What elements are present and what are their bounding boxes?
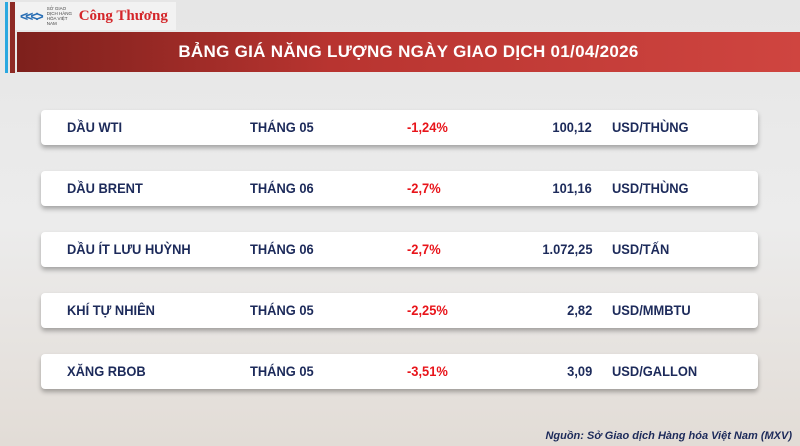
accent-bar-blue [5,2,8,73]
price-value: 3,09 [566,363,592,379]
price-value: 2,82 [566,302,592,318]
accent-bar-red [10,2,15,73]
mxv-logo-icon: <<<> [20,8,44,24]
mxv-logo-text: SỞ GIAO DỊCH HÀNG HÓA VIỆT NAM [46,6,72,26]
price-value: 1.072,25 [541,241,592,257]
commodity-name: KHÍ TỰ NHIÊN [67,302,155,318]
price-unit: USD/MMBTU [612,302,691,318]
source-note: Nguồn: Sở Giao dịch Hàng hóa Việt Nam (M… [545,430,792,442]
change-percent: -1,24% [407,119,448,135]
contract-month: THÁNG 06 [250,180,314,196]
title-banner: BẢNG GIÁ NĂNG LƯỢNG NGÀY GIAO DỊCH 01/04… [17,32,800,72]
logo: <<<> SỞ GIAO DỊCH HÀNG HÓA VIỆT NAM Công… [15,2,176,30]
contract-month: THÁNG 05 [250,302,314,318]
price-value: 100,12 [552,119,592,135]
commodity-name: XĂNG RBOB [67,363,146,379]
change-percent: -2,7% [407,241,441,257]
table-row: DẦU WTI THÁNG 05 -1,24% 100,12 USD/THÙNG [41,110,758,145]
congthuong-logo: Công Thương [78,7,168,24]
change-percent: -3,51% [407,363,448,379]
page-title: BẢNG GIÁ NĂNG LƯỢNG NGÀY GIAO DỊCH 01/04… [178,42,639,61]
price-unit: USD/THÙNG [612,180,689,196]
change-percent: -2,25% [407,302,448,318]
table-row: DẦU BRENT THÁNG 06 -2,7% 101,16 USD/THÙNG [41,171,758,206]
price-unit: USD/TẤN [612,241,670,257]
commodity-name: DẦU WTI [67,119,123,135]
contract-month: THÁNG 06 [250,241,314,257]
table-row: KHÍ TỰ NHIÊN THÁNG 05 -2,25% 2,82 USD/MMBTU [41,293,758,328]
change-percent: -2,7% [407,180,441,196]
contract-month: THÁNG 05 [250,119,314,135]
price-value: 101,16 [552,180,592,196]
price-unit: USD/GALLON [612,363,698,379]
price-unit: USD/THÙNG [612,119,689,135]
commodity-name: DẦU BRENT [67,180,143,196]
table-row: DẦU ÍT LƯU HUỲNH THÁNG 06 -2,7% 1.072,25 USD… [41,232,758,267]
commodity-name: DẦU ÍT LƯU HUỲNH [67,241,191,257]
contract-month: THÁNG 05 [250,363,314,379]
table-row: XĂNG RBOB THÁNG 05 -3,51% 3,09 USD/GALLON [41,354,758,389]
